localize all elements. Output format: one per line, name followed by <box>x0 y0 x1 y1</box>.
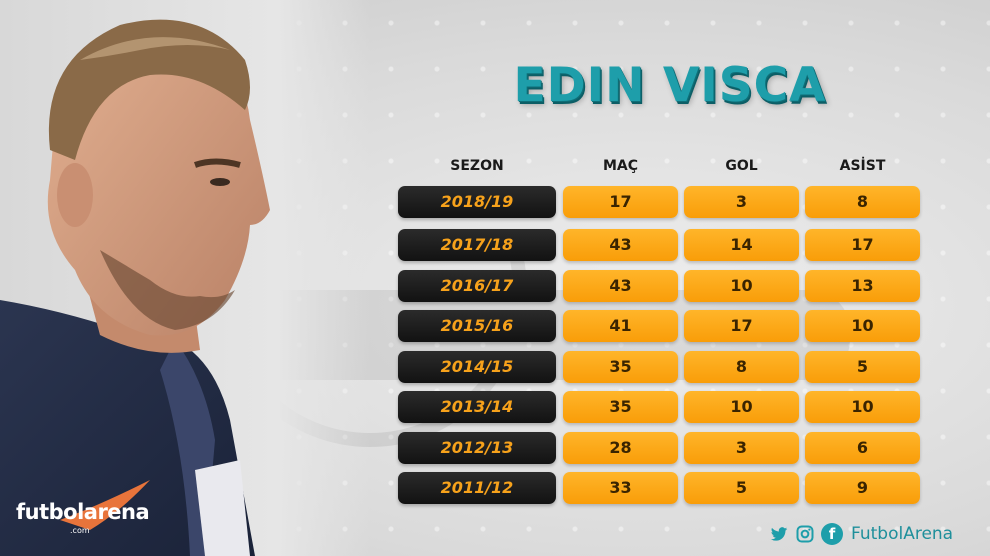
mac-cell: 35 <box>563 351 678 383</box>
asist-cell: 10 <box>805 310 920 342</box>
logo-text: futbolarena <box>16 500 150 524</box>
header-gol: GOL <box>725 158 758 174</box>
header-mac: MAÇ <box>602 158 639 174</box>
gol-cell: 10 <box>684 391 799 423</box>
mac-cell: 28 <box>563 432 678 464</box>
mac-cell: 17 <box>563 186 678 218</box>
gol-cell: 3 <box>684 186 799 218</box>
table-row: 2011/12 33 5 9 <box>0 472 990 504</box>
table-row: 2018/19 17 3 8 <box>0 186 990 218</box>
social-handle[interactable]: FutbolArena <box>851 524 954 544</box>
table-row: 2013/14 35 10 10 <box>0 391 990 423</box>
asist-cell: 10 <box>805 391 920 423</box>
futbolarena-logo: futbolarena .com <box>16 496 166 546</box>
season-cell: 2016/17 <box>398 270 556 302</box>
asist-cell: 8 <box>805 186 920 218</box>
season-cell: 2017/18 <box>398 229 556 261</box>
table-row: 2017/18 43 14 17 <box>0 229 990 261</box>
table-row: 2014/15 35 8 5 <box>0 351 990 383</box>
gol-cell: 8 <box>684 351 799 383</box>
gol-cell: 5 <box>684 472 799 504</box>
social-footer: f FutbolArena <box>769 521 953 547</box>
mac-cell: 33 <box>563 472 678 504</box>
season-cell: 2015/16 <box>398 310 556 342</box>
season-cell: 2014/15 <box>398 351 556 383</box>
asist-cell: 17 <box>805 229 920 261</box>
logo-domain: .com <box>70 526 90 535</box>
player-photo <box>0 0 370 556</box>
gol-cell: 17 <box>684 310 799 342</box>
season-cell: 2018/19 <box>398 186 556 218</box>
instagram-icon[interactable] <box>795 524 815 544</box>
mac-cell: 43 <box>563 229 678 261</box>
gol-cell: 14 <box>684 229 799 261</box>
header-season: SEZON <box>450 158 504 174</box>
asist-cell: 6 <box>805 432 920 464</box>
mac-cell: 41 <box>563 310 678 342</box>
season-cell: 2013/14 <box>398 391 556 423</box>
asist-cell: 5 <box>805 351 920 383</box>
mac-cell: 43 <box>563 270 678 302</box>
season-cell: 2011/12 <box>398 472 556 504</box>
mac-cell: 35 <box>563 391 678 423</box>
asist-cell: 13 <box>805 270 920 302</box>
table-row: 2012/13 28 3 6 <box>0 432 990 464</box>
header-asist: ASİST <box>839 158 886 174</box>
player-name-title: EDIN VISCA <box>513 58 827 113</box>
gol-cell: 3 <box>684 432 799 464</box>
season-cell: 2012/13 <box>398 432 556 464</box>
facebook-icon[interactable]: f <box>821 523 843 545</box>
twitter-icon[interactable] <box>769 524 789 544</box>
table-row: 2016/17 43 10 13 <box>0 270 990 302</box>
table-row: 2015/16 41 17 10 <box>0 310 990 342</box>
gol-cell: 10 <box>684 270 799 302</box>
asist-cell: 9 <box>805 472 920 504</box>
